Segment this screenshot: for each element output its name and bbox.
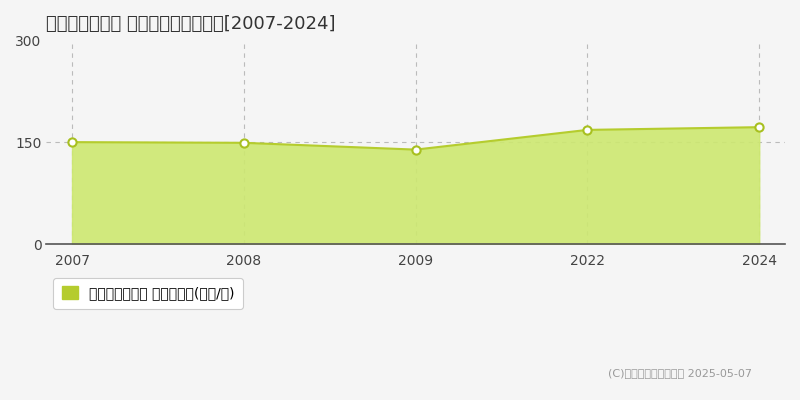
Point: [66, 139, 78, 145]
Point: [410, 146, 422, 153]
Point: [238, 140, 250, 146]
Point: [753, 124, 766, 130]
Point: [581, 127, 594, 133]
Legend: マンション価格 平均坪単価(万円/坪): マンション価格 平均坪単価(万円/坪): [53, 278, 243, 309]
Text: (C)土地価格ドットコム 2025-05-07: (C)土地価格ドットコム 2025-05-07: [608, 368, 752, 378]
Text: 江戸川区その他 マンション価格推移[2007-2024]: 江戸川区その他 マンション価格推移[2007-2024]: [46, 15, 336, 33]
